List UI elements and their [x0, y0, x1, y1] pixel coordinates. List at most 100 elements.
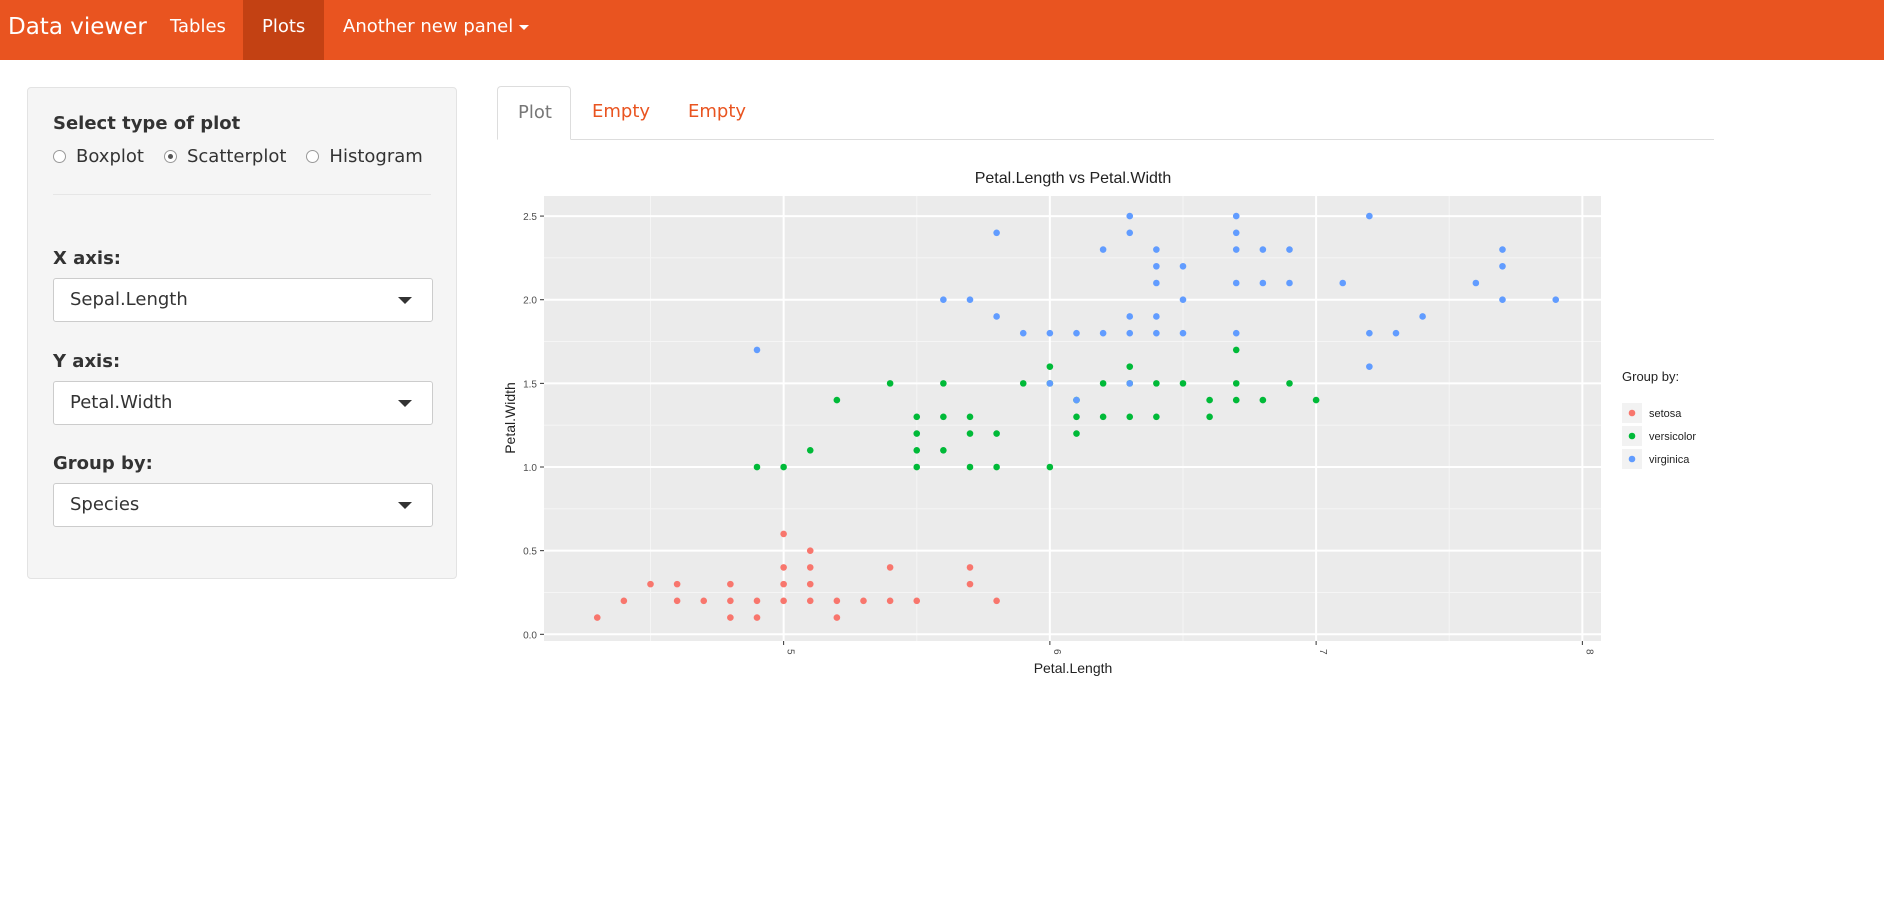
point-virginica	[993, 313, 1000, 320]
point-virginica	[940, 296, 947, 304]
legend-label-versicolor: versicolor	[1649, 431, 1696, 443]
point-virginica	[1126, 329, 1134, 337]
tab-empty-1-label: Empty	[592, 101, 651, 122]
legend-key-versicolor	[1628, 432, 1636, 440]
point-virginica	[1153, 313, 1160, 320]
point-setosa	[727, 580, 734, 588]
point-virginica	[1073, 329, 1080, 337]
point-versicolor	[993, 463, 1000, 471]
x-axis-select[interactable]: Sepal.Length	[53, 278, 433, 322]
point-setosa	[886, 564, 894, 571]
point-virginica	[1019, 329, 1027, 337]
point-versicolor	[1153, 380, 1160, 387]
point-setosa	[806, 580, 814, 588]
point-setosa	[806, 597, 814, 605]
nav-item-plots[interactable]: Plots	[243, 0, 324, 60]
point-versicolor	[1046, 363, 1054, 370]
point-versicolor	[1099, 380, 1107, 387]
point-virginica	[1232, 229, 1240, 237]
point-versicolor	[1126, 413, 1134, 421]
nav-item-tables[interactable]: Tables	[151, 0, 245, 60]
point-versicolor	[940, 446, 947, 454]
point-versicolor	[1206, 413, 1213, 421]
gridlines	[544, 196, 1601, 641]
radio-histogram-label[interactable]: Histogram	[329, 146, 423, 167]
point-versicolor	[1073, 413, 1080, 421]
radio-histogram[interactable]	[306, 150, 320, 163]
point-setosa	[647, 580, 654, 588]
radio-boxplot-label[interactable]: Boxplot	[76, 146, 144, 167]
point-versicolor	[913, 430, 921, 437]
point-versicolor	[940, 413, 947, 421]
radio-scatterplot-label[interactable]: Scatterplot	[186, 146, 287, 167]
point-virginica	[1126, 212, 1134, 220]
point-virginica	[966, 296, 974, 304]
group-by-select[interactable]: Species	[53, 483, 433, 527]
point-virginica	[1153, 262, 1160, 270]
radio-scatterplot[interactable]	[163, 150, 177, 163]
point-versicolor	[806, 446, 814, 454]
point-virginica	[1232, 279, 1240, 287]
tab-empty-2[interactable]: Empty	[668, 86, 766, 139]
tab-plot[interactable]: Plot	[497, 86, 571, 140]
nav-item-another-new-panel[interactable]: Another new panel	[324, 0, 548, 60]
point-versicolor	[940, 380, 947, 387]
dropdown-arrow-icon	[398, 502, 412, 509]
data-points	[593, 212, 1560, 621]
legend-title: Group by:	[1622, 369, 1679, 384]
point-virginica	[1126, 229, 1134, 237]
point-versicolor	[1179, 380, 1187, 387]
point-virginica	[1232, 329, 1240, 337]
point-setosa	[913, 597, 921, 605]
group-by-label: Group by:	[53, 453, 153, 474]
radio-boxplot[interactable]	[53, 150, 66, 163]
point-virginica	[1179, 296, 1187, 304]
point-versicolor	[913, 463, 921, 471]
caret-down-icon	[519, 24, 530, 30]
navbar: Data viewer Tables Plots Another new pan…	[0, 0, 1884, 60]
point-versicolor	[1206, 396, 1213, 404]
group-by-select-value: Species	[70, 494, 140, 515]
point-setosa	[727, 597, 734, 605]
plot-panel	[544, 196, 1601, 641]
point-setosa	[860, 597, 867, 605]
point-virginica	[1153, 279, 1160, 287]
point-virginica	[1339, 279, 1347, 287]
point-virginica	[1392, 329, 1400, 337]
brand-title[interactable]: Data viewer	[8, 14, 147, 40]
tab-empty-1[interactable]: Empty	[572, 86, 670, 139]
chart-title: Petal.Length vs Petal.Width	[975, 170, 1172, 187]
point-setosa	[593, 614, 601, 621]
legend: Group by: setosa versicolor virginica	[1622, 369, 1696, 469]
point-virginica	[753, 346, 761, 354]
point-setosa	[966, 564, 974, 571]
point-virginica	[993, 229, 1000, 237]
point-setosa	[833, 597, 841, 605]
point-versicolor	[1312, 396, 1320, 404]
nav-item-plots-label: Plots	[262, 16, 306, 37]
point-virginica	[1046, 329, 1054, 337]
point-virginica	[1419, 313, 1426, 320]
y-axis-title: Petal.Width	[502, 382, 518, 454]
x-tick-label: 5	[785, 649, 796, 655]
point-virginica	[1126, 380, 1134, 387]
divider	[53, 194, 431, 195]
legend-key-virginica	[1628, 455, 1636, 463]
point-setosa	[673, 597, 681, 605]
point-versicolor	[780, 463, 787, 471]
y-tick-label: 0.5	[523, 547, 537, 558]
point-versicolor	[993, 430, 1000, 437]
point-virginica	[1259, 246, 1267, 253]
point-virginica	[1286, 246, 1293, 253]
plot-type-label: Select type of plot	[53, 113, 241, 134]
y-tick-label: 2.5	[523, 212, 537, 223]
point-setosa	[806, 564, 814, 571]
point-setosa	[753, 597, 761, 605]
point-versicolor	[886, 380, 894, 387]
point-virginica	[1472, 279, 1480, 287]
y-axis-select[interactable]: Petal.Width	[53, 381, 433, 425]
point-virginica	[1232, 212, 1240, 220]
point-virginica	[1499, 262, 1506, 270]
point-virginica	[1286, 279, 1293, 287]
y-tick-label: 2.0	[523, 296, 537, 307]
